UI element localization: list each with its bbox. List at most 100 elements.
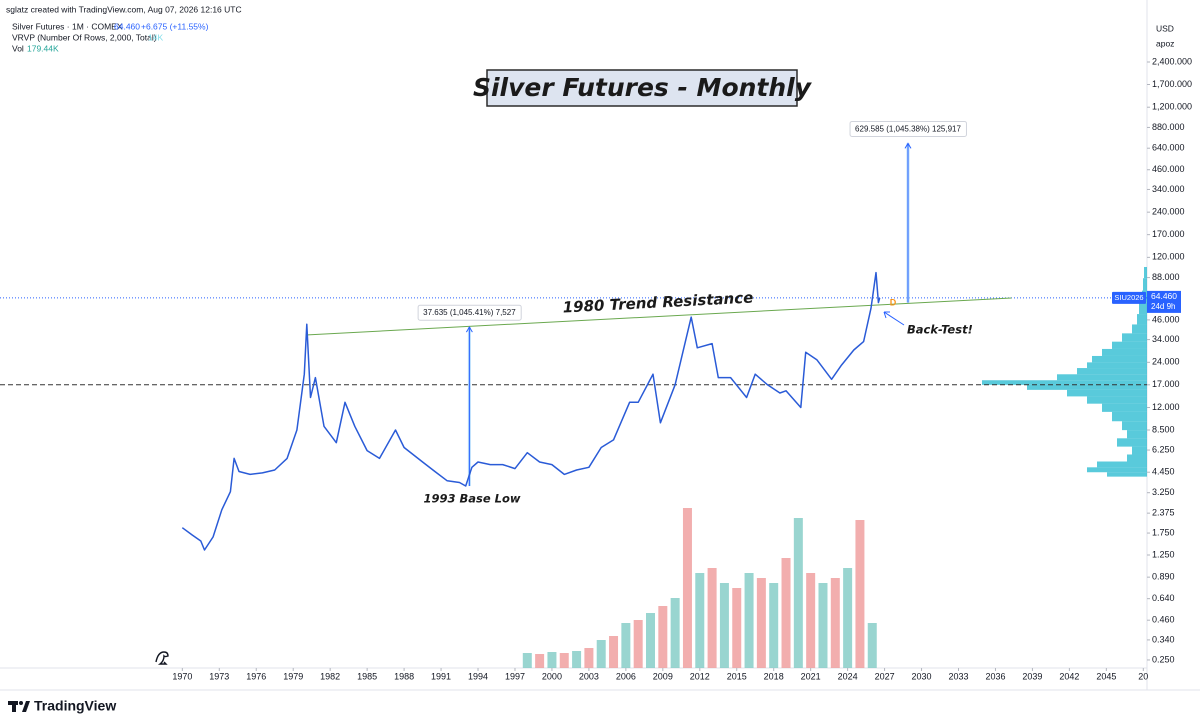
price-tag-countdown: 24d 9h — [1151, 302, 1175, 311]
volume-bar — [781, 558, 791, 668]
volume-bar — [658, 606, 668, 668]
y-tick-label: 120.000 — [1152, 252, 1185, 262]
volume-profile-bar — [1144, 266, 1147, 279]
volume-bar — [769, 583, 779, 668]
x-tick-label: 2000 — [542, 671, 562, 681]
volume-layer — [522, 508, 877, 668]
x-tick-label: 2030 — [912, 671, 932, 681]
x-tick-label: 1982 — [320, 671, 340, 681]
volume-profile-bar — [1122, 333, 1147, 342]
y-tick-label: 0.340 — [1152, 634, 1175, 644]
volume-bar — [596, 640, 606, 668]
volume-bar — [646, 613, 656, 668]
x-tick-label: 2027 — [875, 671, 895, 681]
volume-profile-bar — [1027, 384, 1147, 390]
volume-bar — [830, 578, 840, 668]
y-tick-label: 46.000 — [1152, 314, 1180, 324]
volume-profile-bar — [1127, 454, 1147, 462]
volume-profile-bar — [1132, 324, 1147, 334]
y-tick-label: 88.000 — [1152, 272, 1180, 282]
indicator-name: VRVP (Number Of Rows, 2,000, Total) — [12, 32, 157, 42]
volume-bar — [756, 578, 766, 668]
x-tick-label: 2018 — [764, 671, 784, 681]
chart-title: Silver Futures - Monthly — [473, 73, 813, 102]
y-tick-label: 2,400.000 — [1152, 56, 1192, 66]
x-tick-label: 2009 — [653, 671, 673, 681]
x-tick-label: 2045 — [1096, 671, 1116, 681]
volume-bar — [818, 583, 828, 668]
volume-profile-bar — [1143, 278, 1147, 291]
price-change: +6.675 (+11.55%) — [141, 21, 209, 31]
x-tick-label: 20 — [1138, 671, 1148, 681]
y-tick-label: 340.000 — [1152, 184, 1185, 194]
x-tick-label: 2033 — [948, 671, 968, 681]
indicator-value: 14K — [148, 32, 163, 42]
dividend-marker: D — [890, 297, 897, 307]
measure-arrowhead — [465, 326, 473, 333]
measure-label: 629.585 (1,045.38%) 125,917 — [855, 124, 961, 133]
volume-bar — [547, 652, 557, 668]
volume-profile-bar — [1112, 341, 1147, 349]
volume-profile-bar — [1139, 302, 1147, 315]
x-tick-label: 2021 — [801, 671, 821, 681]
y-tick-label: 0.640 — [1152, 593, 1175, 603]
annotation-arrow — [883, 311, 905, 326]
x-tick-label: 2015 — [727, 671, 747, 681]
volume-profile-bar — [1067, 389, 1147, 397]
measure-label-box — [417, 304, 522, 321]
volume-bar — [682, 508, 692, 668]
volume-profile-bar — [1092, 355, 1147, 363]
volume-profile-bar — [1117, 438, 1147, 447]
volume-profile-bar — [1137, 314, 1147, 325]
volume-profile-bar — [1077, 368, 1147, 375]
x-tick-label: 1988 — [394, 671, 414, 681]
volume-bar — [670, 598, 680, 668]
symbol-tag-text: SIU2026 — [1114, 293, 1143, 302]
volume-bar — [559, 653, 569, 668]
volume-bar — [744, 573, 754, 668]
y-tick-label: 0.460 — [1152, 615, 1175, 625]
y-tick-label: 170.000 — [1152, 229, 1185, 239]
x-tick-label: 1994 — [468, 671, 488, 681]
volume-bar — [609, 636, 619, 668]
x-tick-label: 2006 — [616, 671, 636, 681]
volume-bar — [621, 623, 631, 668]
y-tick-label: 0.250 — [1152, 654, 1175, 664]
x-tick-label: 1997 — [505, 671, 525, 681]
y-tick-label: 0.890 — [1152, 572, 1175, 582]
y-tick-label: 2.375 — [1152, 508, 1175, 518]
volume-bar — [843, 568, 853, 668]
unit: apoz — [1156, 38, 1174, 48]
volume-bar — [522, 653, 532, 668]
volume-bar — [584, 648, 594, 668]
volume-bar — [867, 623, 877, 668]
x-tick-label: 2012 — [690, 671, 710, 681]
x-tick-label: 2036 — [985, 671, 1005, 681]
last-price: 64.460 — [114, 21, 140, 31]
currency: USD — [1156, 23, 1174, 33]
x-tick-label: 2003 — [579, 671, 599, 681]
y-tick-label: 1.750 — [1152, 527, 1175, 537]
volume-profile-bar — [1102, 403, 1147, 412]
volume-bar — [633, 620, 643, 668]
logo-icon — [8, 701, 30, 712]
volume-profile-bar — [1057, 374, 1147, 381]
volume-bar — [806, 573, 816, 668]
price-line — [181, 271, 881, 551]
volume-profile-bar — [1112, 411, 1147, 422]
y-tick-label: 460.000 — [1152, 164, 1185, 174]
author-line: sglatz created with TradingView.com, Aug… — [6, 4, 242, 14]
x-tick-label: 1976 — [246, 671, 266, 681]
volume-profile-bar — [1087, 362, 1147, 369]
y-tick-label: 24.000 — [1152, 357, 1180, 367]
y-tick-label: 880.000 — [1152, 122, 1185, 132]
y-tick-label: 1.250 — [1152, 549, 1175, 559]
measure-arrowhead — [904, 142, 912, 149]
volume-profile-bar — [1102, 348, 1147, 356]
trend-line — [305, 297, 1012, 336]
volume-bar — [695, 573, 705, 668]
measure-label: 37.635 (1,045.41%) 7,527 — [423, 308, 516, 317]
x-tick-label: 1985 — [357, 671, 377, 681]
